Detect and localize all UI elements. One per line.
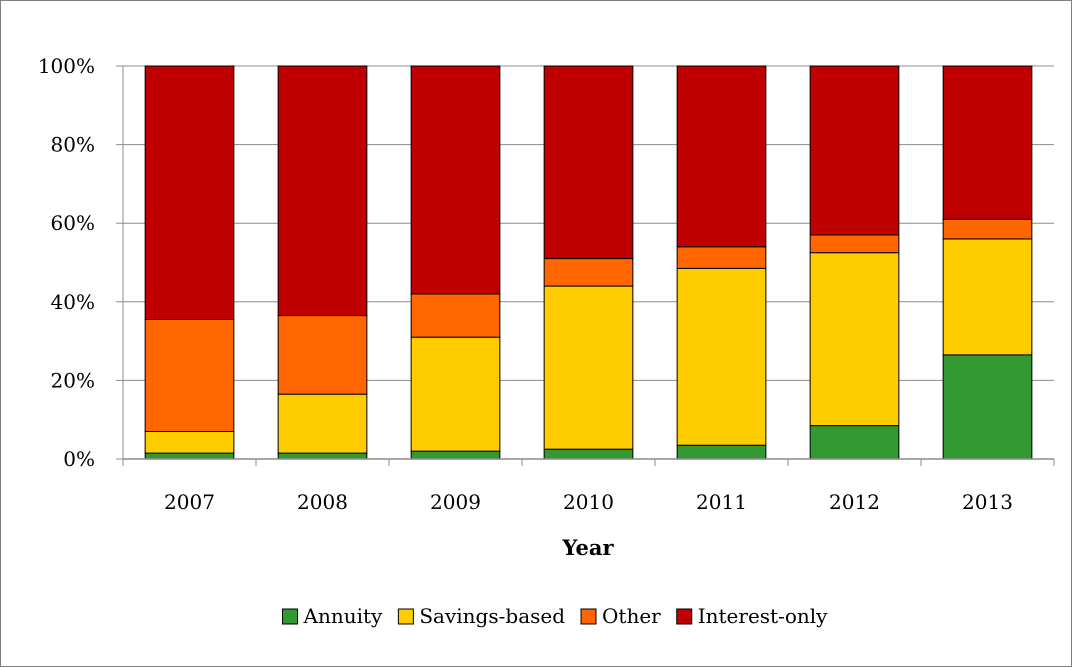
x-tick-label: 2007 [164, 490, 215, 514]
x-tick-label: 2011 [696, 490, 747, 514]
x-axis-title: Year [561, 535, 614, 560]
legend-label: Interest-only [698, 604, 828, 628]
y-tick-label: 20% [51, 368, 95, 392]
bar-segment-other [676, 246, 767, 269]
bar-segment-interest-only [410, 65, 501, 295]
legend: Annuity Savings-based Other Interest-only [282, 604, 828, 628]
x-tick-label: 2008 [297, 490, 348, 514]
bar-segment-savings-based [543, 285, 634, 450]
bar-segment-interest-only [543, 65, 634, 260]
x-tick-label: 2013 [962, 490, 1013, 514]
y-tick-label: 60% [51, 211, 95, 235]
axes [116, 65, 1055, 466]
x-tick-label: 2012 [829, 490, 880, 514]
bar-segment-interest-only [942, 65, 1033, 220]
bar-segment-savings-based [410, 336, 501, 452]
legend-swatch [282, 608, 299, 625]
bar-segment-annuity [277, 452, 368, 460]
bar-segment-interest-only [676, 65, 767, 248]
bar-segment-annuity [543, 448, 634, 460]
bar-segment-other [942, 218, 1033, 240]
bar-segment-other [410, 293, 501, 338]
x-tick-label: 2009 [430, 490, 481, 514]
tick-labels: 0% 20% 40% 60% 80% 100% 2007 2008 2009 2010 2011 20… [38, 54, 1013, 514]
x-tick-label: 2010 [563, 490, 614, 514]
bar-segment-savings-based [942, 238, 1033, 356]
y-tick-label: 0% [63, 447, 95, 471]
bar-segment-savings-based [809, 252, 900, 427]
bar-segment-annuity [144, 452, 235, 460]
bar-segment-other [809, 234, 900, 254]
legend-label: Savings-based [419, 604, 565, 628]
bar-segment-interest-only [809, 65, 900, 236]
legend-swatch [397, 608, 414, 625]
bar-segment-savings-based [144, 430, 235, 454]
bar-segment-other [543, 258, 634, 287]
legend-label: Annuity [303, 604, 384, 628]
bar-segment-annuity [410, 450, 501, 460]
bar-segment-annuity [676, 444, 767, 460]
bar-segment-other [277, 315, 368, 395]
bar-segment-interest-only [144, 65, 235, 320]
bars [144, 65, 1033, 460]
bar-segment-annuity [809, 425, 900, 460]
legend-label: Other [602, 604, 661, 628]
bar-segment-interest-only [277, 65, 368, 317]
bar-segment-savings-based [277, 393, 368, 454]
y-tick-label: 80% [51, 133, 95, 157]
legend-swatch [580, 608, 597, 625]
y-tick-label: 100% [38, 54, 95, 78]
bar-segment-annuity [942, 354, 1033, 460]
y-tick-label: 40% [51, 290, 95, 314]
bar-segment-savings-based [676, 267, 767, 446]
bar-segment-other [144, 318, 235, 432]
legend-swatch [676, 608, 693, 625]
